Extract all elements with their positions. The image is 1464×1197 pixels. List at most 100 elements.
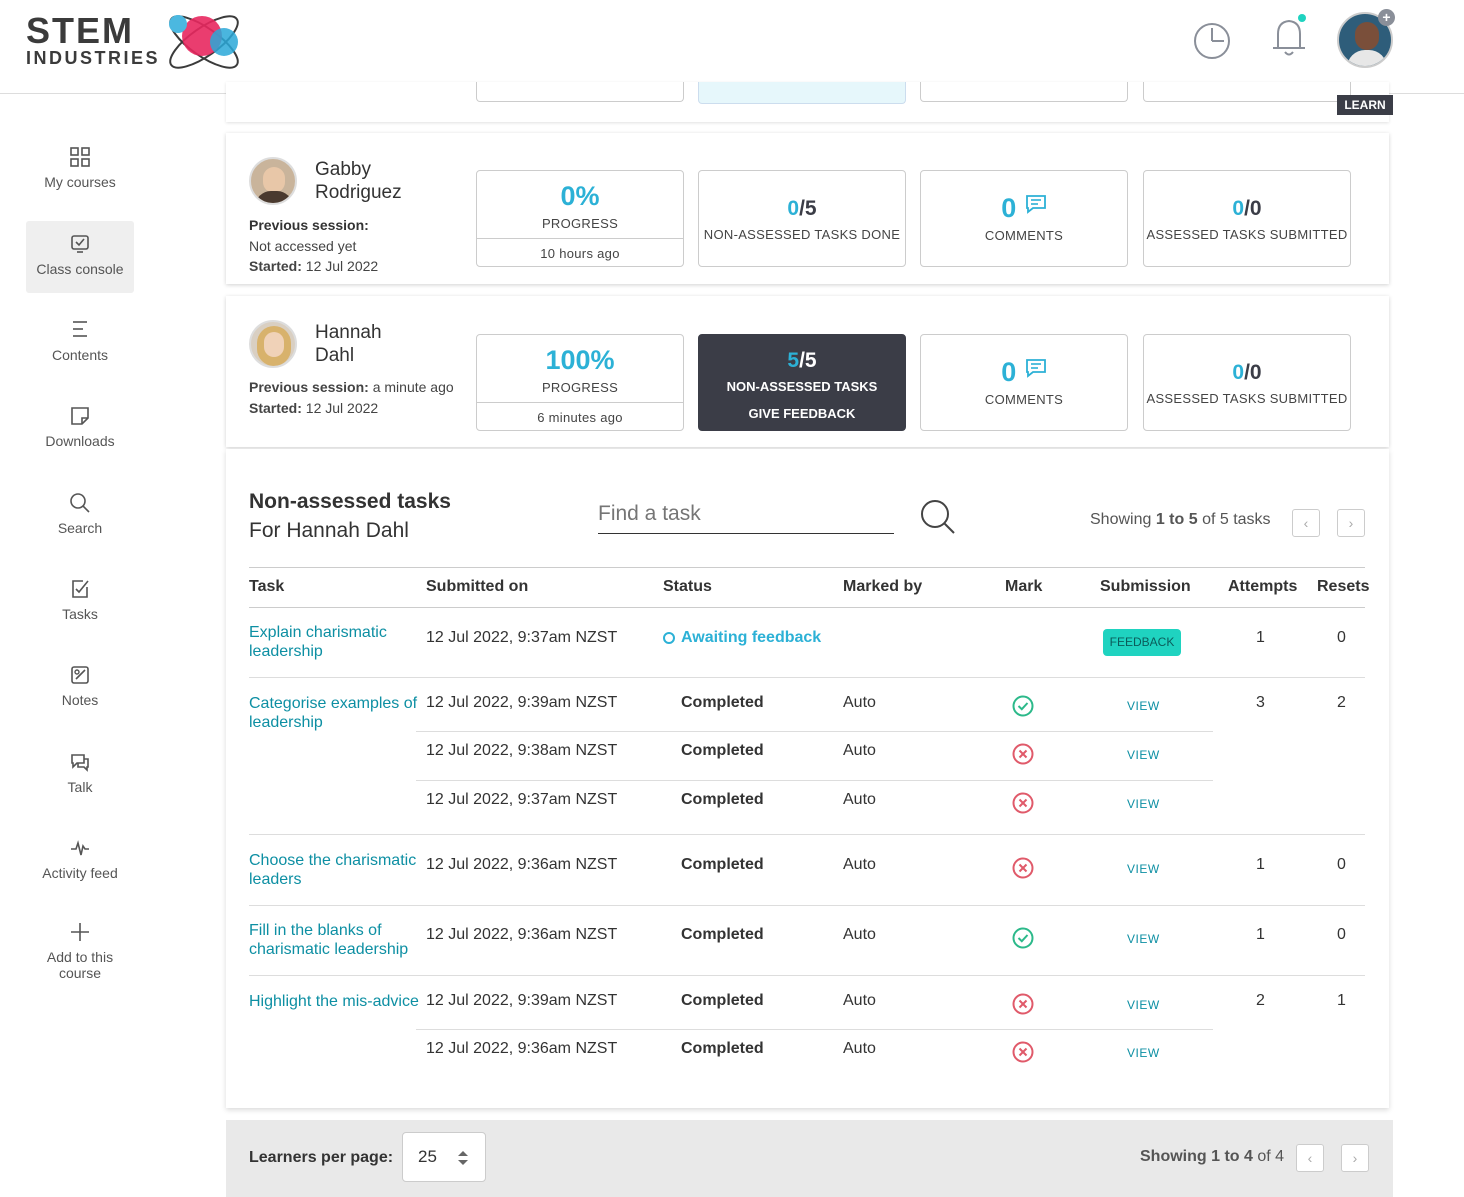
resets: 1: [1337, 992, 1346, 1009]
status-completed: Completed: [681, 992, 764, 1009]
learners-showing-text: Showing 1 to 4 of 4: [1140, 1148, 1285, 1165]
learners-next-page-button[interactable]: ›: [1341, 1144, 1369, 1172]
submitted-date: 12 Jul 2022, 9:38am NZST: [426, 742, 618, 759]
give-feedback-label: GIVE FEEDBACK: [748, 406, 856, 421]
tasks-next-page-button[interactable]: ›: [1337, 509, 1365, 537]
sidebar-item-label: Class console: [36, 261, 124, 277]
edit-task-icon: [72, 580, 89, 598]
feedback-button[interactable]: FEEDBACK: [1103, 629, 1181, 656]
sidebar-item-class-console[interactable]: Class console: [26, 221, 134, 293]
sidebar-item-activity-feed[interactable]: Activity feed: [26, 837, 134, 887]
started-label: Started:: [249, 258, 302, 274]
previous-session-value: a minute ago: [372, 379, 454, 395]
sidebar-item-label: Tasks: [62, 606, 98, 622]
sort-arrows-icon: [458, 1151, 468, 1165]
task-link[interactable]: Explain charismatic leadership: [249, 624, 387, 660]
learner-avatar[interactable]: [249, 320, 297, 368]
tasks-prev-page-button[interactable]: ‹: [1292, 509, 1320, 537]
learners-prev-page-button[interactable]: ‹: [1296, 1144, 1324, 1172]
submitted-date: 12 Jul 2022, 9:36am NZST: [426, 926, 618, 943]
learner-last-name[interactable]: Dahl: [315, 345, 355, 366]
view-link[interactable]: VIEW: [1127, 932, 1160, 946]
progress-box[interactable]: 0% PROGRESS 10 hours ago: [476, 170, 684, 267]
user-avatar[interactable]: [1337, 12, 1393, 68]
bell-icon[interactable]: [1268, 12, 1310, 58]
sidebar-item-add-to-course[interactable]: Add to this course: [26, 921, 134, 987]
col-marked-by[interactable]: Marked by: [843, 578, 923, 595]
col-status[interactable]: Status: [663, 578, 712, 595]
non-assessed-tasks-box[interactable]: 0/5 NON-ASSESSED TASKS DONE: [698, 170, 906, 267]
sidebar-item-tasks[interactable]: Tasks: [26, 578, 134, 628]
task-link[interactable]: Fill in the blanks of charismatic leader…: [249, 922, 409, 958]
sidebar-item-downloads[interactable]: Downloads: [26, 405, 134, 455]
search-icon[interactable]: [918, 497, 958, 537]
view-link[interactable]: VIEW: [1127, 699, 1160, 713]
timer-icon[interactable]: [1193, 22, 1231, 60]
learner-first-name[interactable]: Gabby: [315, 159, 371, 180]
task-link[interactable]: Categorise examples of leadership: [249, 695, 418, 731]
learner-avatar[interactable]: [249, 157, 297, 205]
comments-label: COMMENTS: [984, 392, 1064, 407]
sidebar-item-talk[interactable]: Talk: [26, 751, 134, 801]
marked-by: Auto: [843, 926, 876, 943]
comment-icon: [1025, 359, 1046, 378]
status-completed: Completed: [681, 1040, 764, 1057]
progress-value: 100%: [545, 345, 615, 375]
sidebar-item-notes[interactable]: Notes: [26, 664, 134, 714]
view-link[interactable]: VIEW: [1127, 797, 1160, 811]
col-submission[interactable]: Submission: [1100, 578, 1191, 595]
submitted-date: 12 Jul 2022, 9:39am NZST: [426, 992, 618, 1009]
view-link[interactable]: VIEW: [1127, 748, 1160, 762]
comments-box[interactable]: 0 COMMENTS: [920, 334, 1128, 431]
non-assessed-tasks-box-active[interactable]: 5/5 NON-ASSESSED TASKS GIVE FEEDBACK: [698, 334, 906, 431]
tasks-panel-subtitle: For Hannah Dahl: [249, 519, 409, 542]
view-link[interactable]: VIEW: [1127, 998, 1160, 1012]
per-page-select[interactable]: 25: [402, 1132, 486, 1182]
sidebar-item-search[interactable]: Search: [26, 492, 134, 542]
col-submitted-on[interactable]: Submitted on: [426, 578, 529, 595]
add-account-icon[interactable]: +: [1378, 9, 1395, 26]
sidebar-item-my-courses[interactable]: My courses: [26, 146, 134, 200]
resets: 2: [1337, 694, 1346, 711]
assessed-tasks-box[interactable]: 0/0 ASSESSED TASKS SUBMITTED: [1143, 170, 1351, 267]
learner-card: Gabby Rodriguez Previous session: Not ac…: [226, 133, 1389, 284]
col-mark[interactable]: Mark: [1005, 578, 1043, 595]
nat-label: NON-ASSESSED TASKS: [726, 379, 878, 394]
comments-box[interactable]: 0 COMMENTS: [920, 170, 1128, 267]
view-link[interactable]: VIEW: [1127, 862, 1160, 876]
assessed-tasks-box[interactable]: 0/0 ASSESSED TASKS SUBMITTED: [1143, 334, 1351, 431]
status-completed: Completed: [681, 694, 764, 711]
status-completed: Completed: [681, 926, 764, 943]
grid-icon: [70, 147, 90, 167]
sidebar-item-label: Add to this course: [46, 949, 114, 981]
learner-first-name[interactable]: Hannah: [315, 322, 382, 343]
search-icon: [70, 493, 90, 513]
logo-line2: INDUSTRIES: [26, 48, 161, 68]
task-link[interactable]: Highlight the mis-advice: [249, 993, 419, 1010]
sidebar-item-contents[interactable]: Contents: [26, 319, 134, 369]
started-value: 12 Jul 2022: [305, 400, 379, 416]
per-page-value: 25: [418, 1147, 437, 1166]
sidebar-item-label: Notes: [61, 692, 99, 708]
learner-card-partial: [226, 82, 1389, 122]
resets: 0: [1337, 856, 1346, 873]
view-link[interactable]: VIEW: [1127, 1046, 1160, 1060]
incorrect-x-icon: [1012, 1041, 1034, 1063]
find-task-input[interactable]: [598, 494, 894, 534]
col-resets[interactable]: Resets: [1317, 578, 1370, 595]
nat-total: /5: [799, 197, 817, 220]
attempts: 1: [1256, 856, 1265, 873]
atom-logo-icon: [169, 15, 239, 69]
progress-box[interactable]: 100% PROGRESS 6 minutes ago: [476, 334, 684, 431]
task-link[interactable]: Choose the charismatic leaders: [249, 852, 417, 888]
submitted-date: 12 Jul 2022, 9:37am NZST: [426, 791, 618, 808]
col-task[interactable]: Task: [249, 578, 285, 595]
learner-last-name[interactable]: Rodriguez: [315, 182, 402, 203]
logo[interactable]: STEM INDUSTRIES: [0, 0, 260, 90]
correct-check-icon: [1012, 927, 1034, 949]
status-completed: Completed: [681, 791, 764, 808]
awaiting-status-icon: [663, 632, 675, 644]
learn-badge[interactable]: LEARN: [1337, 95, 1393, 115]
previous-session-value: Not accessed yet: [249, 238, 357, 254]
col-attempts[interactable]: Attempts: [1228, 578, 1298, 595]
